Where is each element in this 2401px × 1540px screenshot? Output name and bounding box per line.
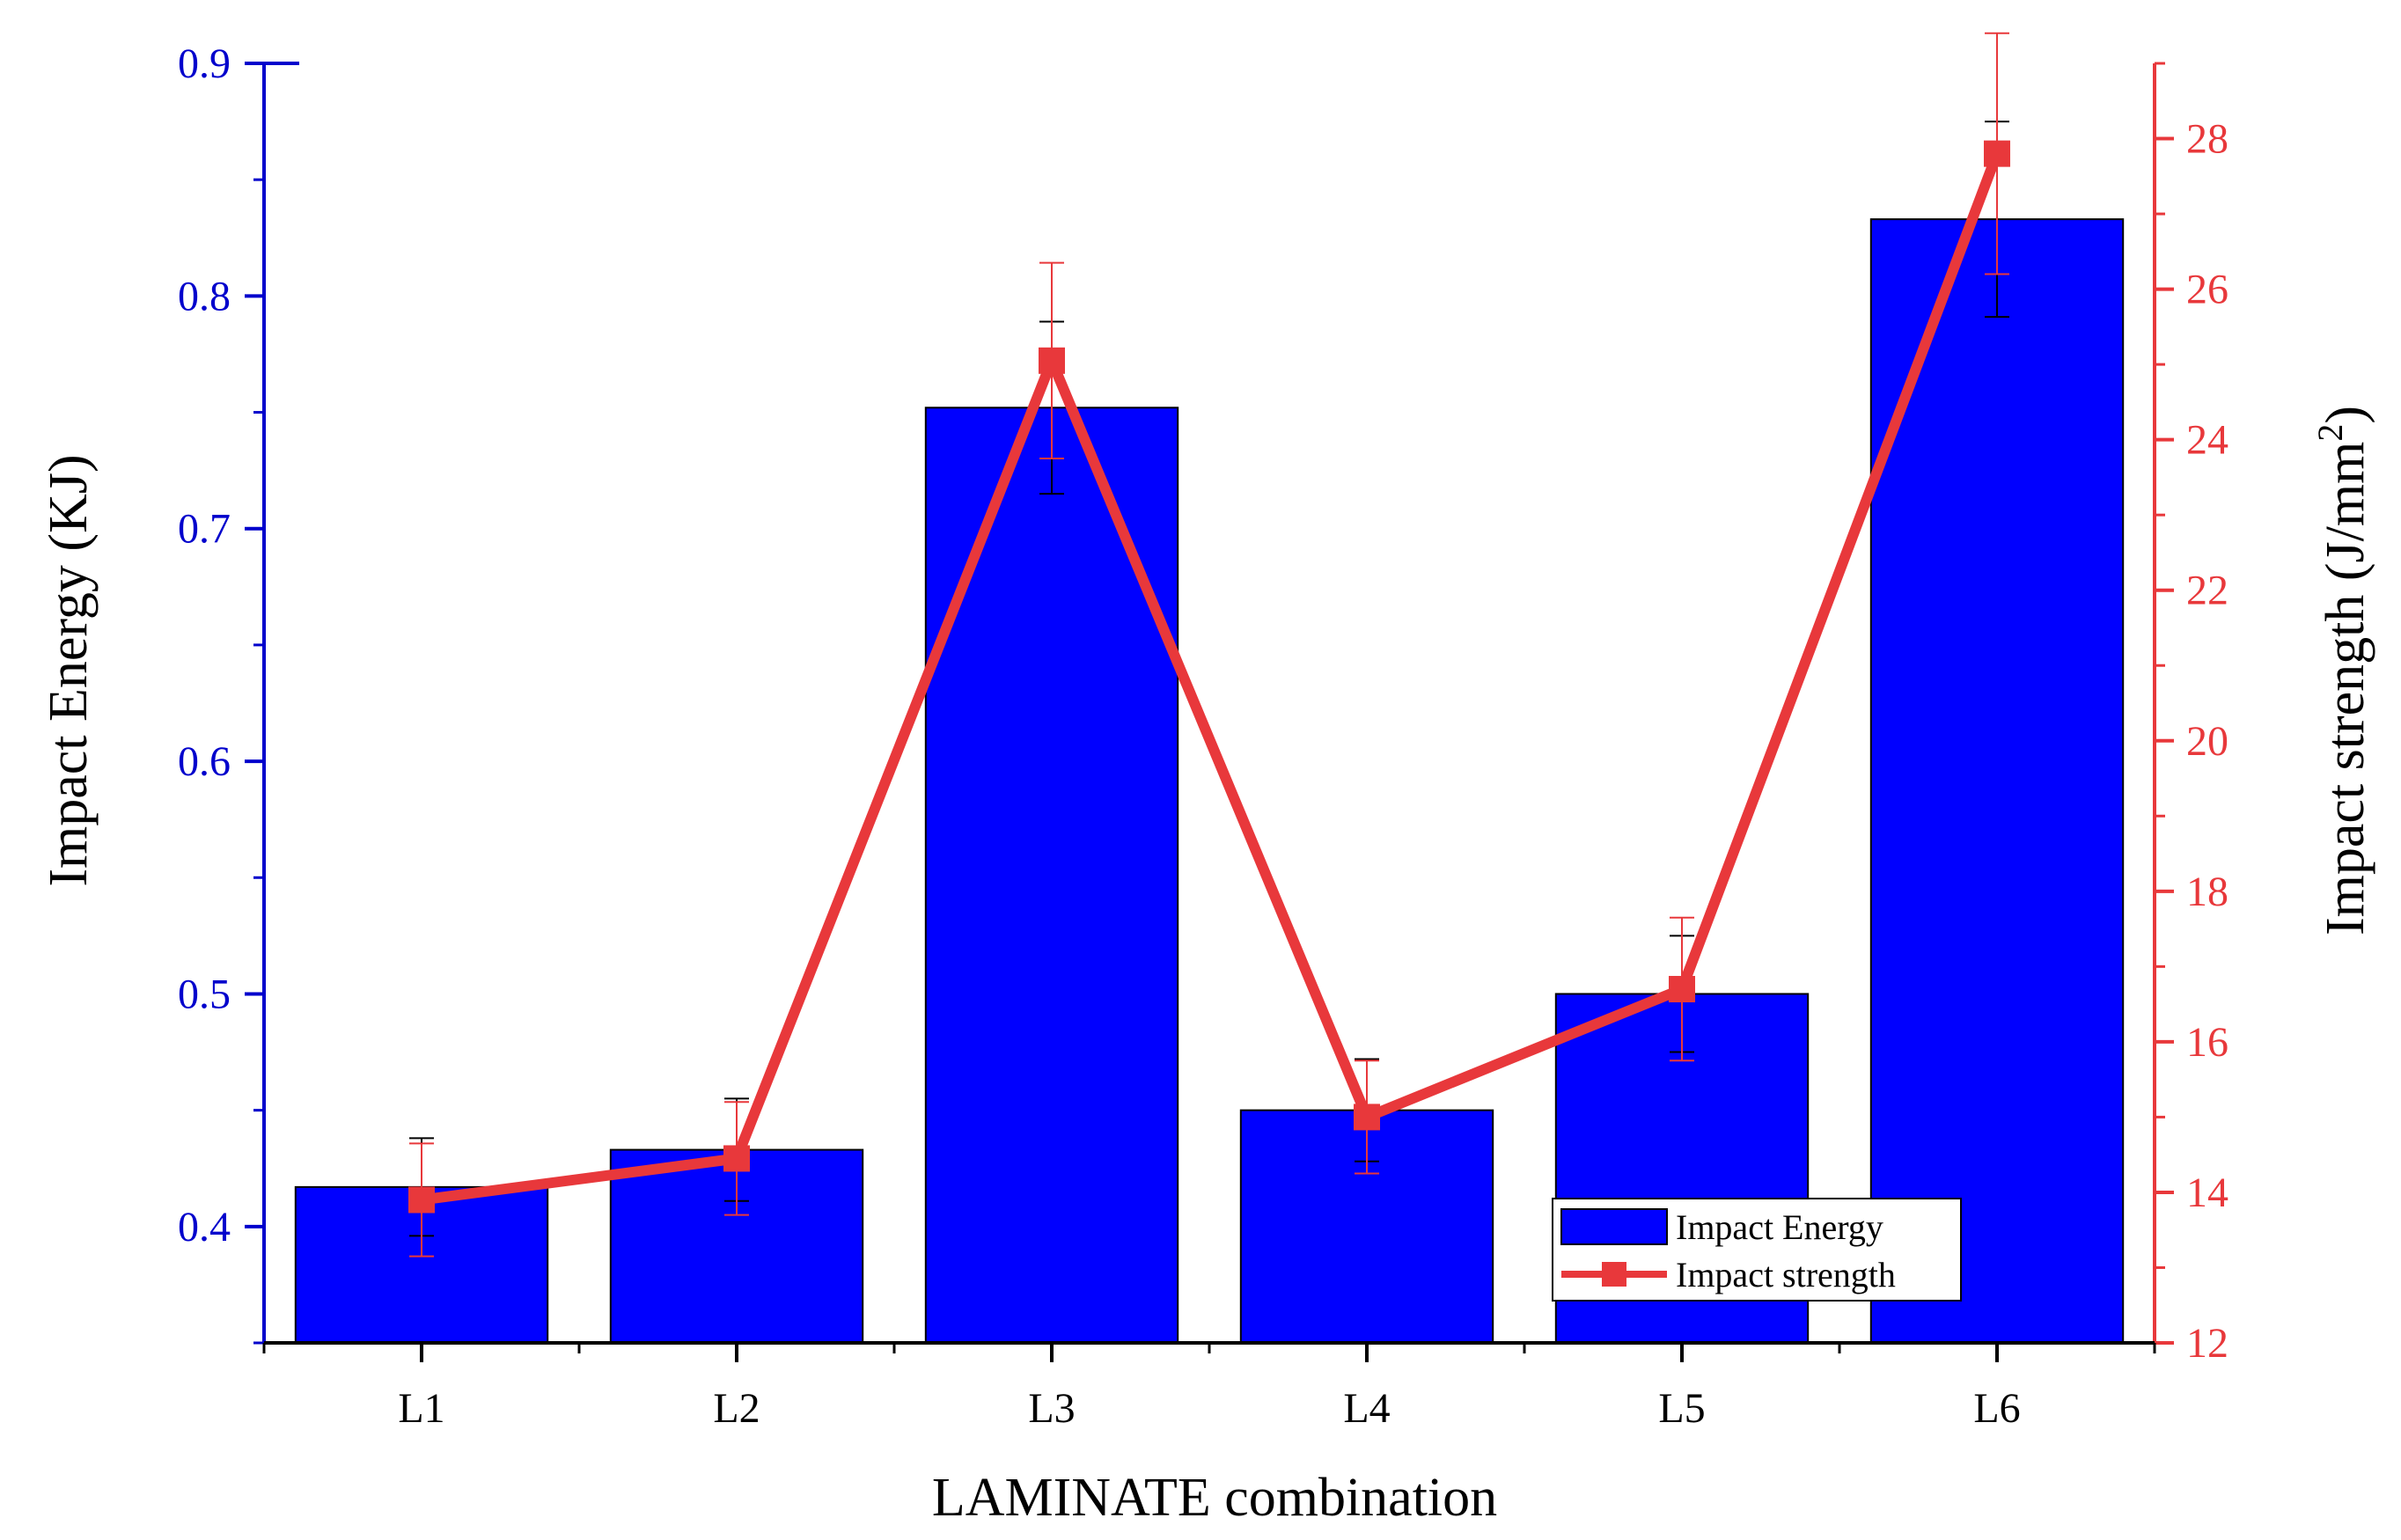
right-tick-label: 12 [2186,1320,2228,1367]
right-axis-title: Impact strength (J/mm2) [2310,406,2375,935]
x-tick-label-L5: L5 [1658,1385,1705,1432]
line-marker-L1 [408,1186,435,1214]
x-axis-title: LAMINATE combination [932,1468,1497,1528]
line-marker-L6 [1984,140,2010,167]
line-layer [408,32,2010,1258]
right-tick-label: 24 [2186,417,2228,464]
bar-L6 [1869,218,2125,1344]
x-tick-label-L3: L3 [1028,1385,1075,1432]
line-marker-L4 [1354,1104,1380,1131]
left-tick-label: 0.9 [178,40,231,87]
bars-layer [294,218,2125,1345]
legend-label-impact-energy: Impact Energy [1676,1207,1883,1247]
legend-label-impact-strength: Impact strength [1676,1255,1896,1294]
left-tick-label: 0.4 [178,1204,231,1250]
legend-bar-swatch [1560,1208,1668,1245]
axes-layer: 0.4 0.5 0.6 0.7 0.8 0.9 12 14 16 18 20 22 24 26 28 L1 L2… [178,40,2228,1432]
right-axis-title-sup: 2 [2310,424,2350,442]
line-marker-L5 [1669,976,1695,1003]
right-tick-label: 20 [2186,718,2228,765]
right-tick-label: 18 [2186,869,2228,915]
legend: Impact Energy Impact strength [1552,1198,1962,1302]
line-marker-L2 [723,1145,750,1172]
line-marker-L3 [1039,347,1065,374]
x-tick-label-L6: L6 [1973,1385,2020,1432]
x-tick-label-L2: L2 [713,1385,760,1432]
right-tick-label: 26 [2186,267,2228,313]
left-tick-label: 0.8 [178,273,231,319]
left-tick-label: 0.6 [178,738,231,785]
right-tick-label: 16 [2186,1019,2228,1066]
left-tick-label: 0.7 [178,506,231,553]
right-tick-label: 28 [2186,116,2228,163]
impact-strength-line [421,151,2002,1206]
left-axis-title: Impact Energy (KJ) [39,454,99,886]
right-tick-label: 14 [2186,1170,2228,1216]
bar-L3 [924,407,1179,1344]
legend-line-marker [1602,1262,1626,1287]
right-axis-title-close: ) [2316,406,2375,424]
x-tick-label-L1: L1 [398,1385,444,1432]
right-axis-title-main: Impact strength (J/mm [2316,442,2375,935]
left-tick-label: 0.5 [178,971,231,1017]
x-tick-label-L4: L4 [1343,1385,1390,1432]
right-tick-label: 22 [2186,568,2228,614]
